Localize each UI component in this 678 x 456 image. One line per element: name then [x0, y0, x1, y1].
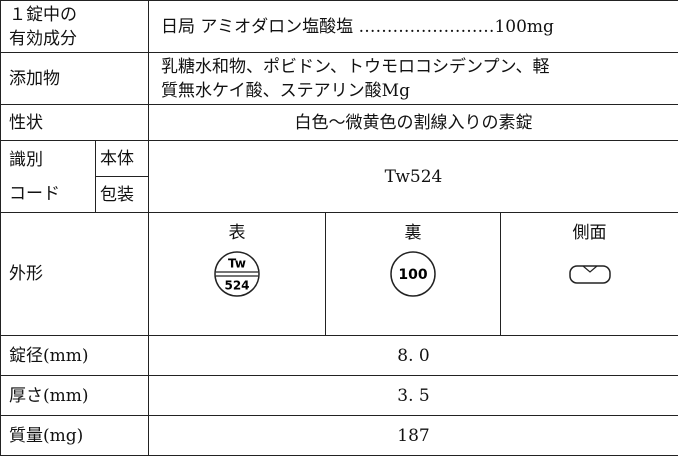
label: 添加物 [9, 69, 60, 89]
value: Tw524 [385, 167, 443, 187]
value-cell: 8. 0 [149, 336, 678, 376]
value-cell: 白色～微黄色の割線入りの素錠 [149, 105, 678, 141]
value: 187 [397, 426, 429, 446]
tablet-back: 100 [388, 249, 438, 299]
label-cell: 質量(mg) [1, 416, 149, 456]
label: 本体 [100, 149, 134, 169]
value-cell: 日局 アミオダロン塩酸塩 ……………………100mg [149, 1, 678, 53]
label: コード [9, 182, 87, 206]
row: 錠径(mm) 8. 0 [1, 336, 678, 376]
sub-label-cell: 包装 [96, 177, 149, 213]
label: 裏 [405, 223, 422, 243]
label-cell: 識別 コード [1, 141, 96, 213]
label: 外形 [9, 264, 43, 284]
value: 質無水ケイ酸、ステアリン酸Mg [161, 79, 670, 103]
label: 錠径(mm) [9, 346, 89, 366]
label: 包装 [100, 185, 134, 205]
tablet-side [565, 249, 615, 299]
tablet-front: Tw 524 [212, 249, 262, 299]
label: １錠中の [9, 3, 140, 27]
label-cell: 厚さ(mm) [1, 376, 149, 416]
side-cell: 側面 [501, 213, 678, 336]
value-cell: 乳糖水和物、ポビドン、トウモロコシデンプン、軽 質無水ケイ酸、ステアリン酸Mg [149, 53, 678, 105]
row: 外形 表 Tw 524 裏 100 側面 [1, 213, 678, 336]
value: 3. 5 [397, 386, 429, 406]
label-cell: 性状 [1, 105, 149, 141]
row: 性状 白色～微黄色の割線入りの素錠 [1, 105, 678, 141]
label-cell: 外形 [1, 213, 149, 336]
label: 識別 [9, 148, 87, 172]
label: 性状 [9, 113, 43, 133]
row: 厚さ(mm) 3. 5 [1, 376, 678, 416]
front-cell: 表 Tw 524 [149, 213, 326, 336]
value-cell: 3. 5 [149, 376, 678, 416]
value-cell: 187 [149, 416, 678, 456]
value: 白色～微黄色の割線入りの素錠 [295, 113, 533, 133]
value: 乳糖水和物、ポビドン、トウモロコシデンプン、軽 [161, 55, 670, 79]
label: 有効成分 [9, 27, 140, 51]
row: 識別 コード 本体 Tw524 [1, 141, 678, 177]
label: 質量(mg) [9, 426, 83, 446]
imprint: Tw [228, 257, 246, 271]
label-cell: 錠径(mm) [1, 336, 149, 376]
label: 厚さ(mm) [9, 386, 89, 406]
value: 日局 アミオダロン塩酸塩 ……………………100mg [161, 17, 554, 37]
row: 質量(mg) 187 [1, 416, 678, 456]
row: １錠中の 有効成分 日局 アミオダロン塩酸塩 ……………………100mg [1, 1, 678, 53]
sub-label-cell: 本体 [96, 141, 149, 177]
label: 表 [229, 223, 246, 243]
label-cell: １錠中の 有効成分 [1, 1, 149, 53]
imprint: 100 [398, 267, 427, 283]
value: 8. 0 [397, 346, 429, 366]
back-cell: 裏 100 [326, 213, 501, 336]
label: 側面 [573, 223, 607, 243]
imprint: 524 [224, 279, 249, 293]
row: 添加物 乳糖水和物、ポビドン、トウモロコシデンプン、軽 質無水ケイ酸、ステアリン… [1, 53, 678, 105]
value-cell: Tw524 [149, 141, 678, 213]
label-cell: 添加物 [1, 53, 149, 105]
